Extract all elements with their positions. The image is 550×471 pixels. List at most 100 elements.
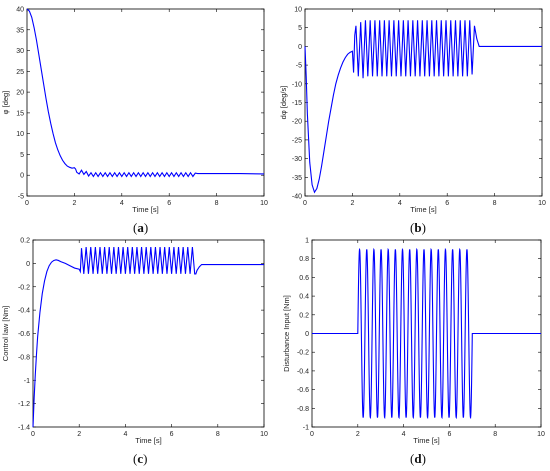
- x-tick-label-b-2: 4: [398, 200, 402, 207]
- x-tick-label-d-3: 6: [447, 431, 451, 438]
- x-tick-label-a-1: 2: [72, 200, 76, 207]
- y-axis-title-a: φ [deg]: [1, 91, 10, 115]
- caption-open-b: (: [410, 220, 414, 235]
- series-line-b: [304, 20, 542, 194]
- y-tick-label-c-0: -1.4: [18, 425, 30, 432]
- x-tick-label-a-3: 6: [167, 200, 171, 207]
- caption-open-c: (: [133, 451, 137, 466]
- x-axis-title-c: Time [s]: [135, 436, 161, 445]
- panel-c: 0 2 4 6 8 10 -1.4 -1.2 -1 -0.8 -0.6 -0.4 -0.2 0 0.2 Ti…: [1, 238, 268, 467]
- caption-close-c: ): [143, 451, 147, 466]
- y-tick-label-c-6: -0.2: [18, 284, 30, 291]
- x-tick-label-c-0: 0: [31, 431, 35, 438]
- y-tick-label-b-9: 5: [298, 25, 302, 32]
- x-tick-label-c-1: 2: [77, 431, 81, 438]
- x-tick-label-d-2: 4: [402, 431, 406, 438]
- caption-letter-c: c: [137, 451, 143, 466]
- x-tick-label-a-5: 10: [260, 200, 268, 207]
- x-tick-label-b-1: 2: [350, 200, 354, 207]
- y-tick-label-d-10: 1: [305, 238, 309, 245]
- y-axis-title-d: Disturbance Input [Nm]: [282, 295, 291, 372]
- x-tick-label-b-3: 6: [445, 200, 449, 207]
- caption-a: (a): [133, 220, 148, 235]
- y-tick-label-c-7: 0: [26, 261, 30, 268]
- y-tick-label-c-1: -1.2: [18, 401, 30, 408]
- panel-b: 0 2 4 6 8 10 -40 -35 -30 -25 -20 -15 -10 -5 0 5 10 Time …: [279, 7, 546, 236]
- x-tick-label-a-0: 0: [25, 200, 29, 207]
- y-tick-label-a-2: 5: [20, 152, 24, 159]
- y-tick-label-c-5: -0.4: [18, 308, 30, 315]
- y-tick-label-b-1: -35: [292, 175, 302, 182]
- caption-d: (d): [410, 451, 426, 466]
- caption-c: (c): [133, 451, 147, 466]
- ticks-c: 0 2 4 6 8 10 -1.4 -1.2 -1 -0.8 -0.6 -0.4 -0.2 0 0.2: [18, 238, 268, 439]
- ticks-d: 0 2 4 6 8 10 -1 -0.8 -0.6 -0.4 -0.2 0 0.2 0.4 0.6 0.8 1: [297, 238, 545, 439]
- y-tick-label-b-8: 0: [298, 44, 302, 51]
- caption-open-d: (: [410, 451, 414, 466]
- y-tick-label-a-6: 25: [16, 69, 24, 76]
- plot-frame-a: [26, 8, 265, 197]
- y-axis-title-c: Control law [Nm]: [1, 306, 10, 361]
- y-tick-label-d-1: -0.8: [297, 406, 309, 413]
- caption-letter-b: b: [414, 220, 421, 235]
- caption-b: (b): [410, 220, 426, 235]
- x-axis-title-a: Time [s]: [132, 205, 158, 214]
- y-tick-label-d-5: 0: [305, 331, 309, 338]
- y-tick-label-d-7: 0.4: [299, 294, 309, 301]
- y-tick-label-b-5: -15: [292, 100, 302, 107]
- x-tick-label-b-0: 0: [303, 200, 307, 207]
- y-axis-title-b: dφ [deg/s]: [279, 86, 288, 120]
- y-tick-label-a-3: 10: [16, 131, 24, 138]
- x-tick-label-c-2: 4: [123, 431, 127, 438]
- y-tick-label-c-3: -0.8: [18, 354, 30, 361]
- caption-open-a: (: [133, 220, 137, 235]
- y-tick-label-a-7: 30: [16, 48, 24, 55]
- y-tick-label-d-9: 0.8: [299, 256, 309, 263]
- y-tick-label-b-10: 10: [294, 7, 302, 14]
- series-line-a: [26, 8, 265, 178]
- y-tick-label-d-8: 0.6: [299, 275, 309, 282]
- ticks-b: 0 2 4 6 8 10 -40 -35 -30 -25 -20 -15 -10 -5 0 5 10: [292, 7, 546, 208]
- x-tick-label-c-3: 6: [170, 431, 174, 438]
- x-tick-label-a-4: 8: [215, 200, 219, 207]
- y-tick-label-d-2: -0.6: [297, 387, 309, 394]
- x-axis-title-d: Time [s]: [413, 436, 439, 445]
- x-tick-label-c-5: 10: [260, 431, 268, 438]
- y-tick-label-b-0: -40: [292, 194, 302, 201]
- y-tick-label-a-0: -5: [18, 194, 24, 201]
- y-tick-label-d-4: -0.2: [297, 350, 309, 357]
- y-tick-label-b-6: -10: [292, 81, 302, 88]
- y-tick-label-a-5: 20: [16, 90, 24, 97]
- caption-close-d: ): [422, 451, 426, 466]
- y-tick-label-a-9: 40: [16, 7, 24, 14]
- y-tick-label-a-1: 0: [20, 173, 24, 180]
- y-tick-label-c-8: 0.2: [20, 238, 30, 245]
- x-axis-title-b: Time [s]: [410, 205, 436, 214]
- y-tick-label-a-4: 15: [16, 110, 24, 117]
- x-tick-label-a-2: 4: [120, 200, 124, 207]
- y-tick-label-b-3: -25: [292, 137, 302, 144]
- caption-close-b: ): [422, 220, 426, 235]
- x-tick-label-b-4: 8: [493, 200, 497, 207]
- y-tick-label-b-7: -5: [296, 63, 302, 70]
- x-tick-label-d-4: 8: [493, 431, 497, 438]
- y-tick-label-c-2: -1: [24, 378, 30, 385]
- x-tick-label-d-0: 0: [310, 431, 314, 438]
- panel-d: 0 2 4 6 8 10-1-0.8-0.6-0.4-0.200.20.40.60.81 …: [282, 238, 545, 467]
- x-tick-label-c-4: 8: [216, 431, 220, 438]
- caption-letter-d: d: [414, 451, 422, 466]
- y-tick-label-d-0: -1: [303, 425, 309, 432]
- y-tick-label-d-3: -0.4: [297, 368, 309, 375]
- y-tick-label-b-4: -20: [292, 119, 302, 126]
- y-tick-label-a-8: 35: [16, 27, 24, 34]
- y-tick-label-b-2: -30: [292, 156, 302, 163]
- caption-close-a: ): [144, 220, 148, 235]
- x-tick-label-d-5: 10: [537, 431, 545, 438]
- y-tick-label-d-6: 0.2: [299, 312, 309, 319]
- x-tick-label-b-5: 10: [538, 200, 546, 207]
- series-line-c: [32, 246, 264, 428]
- y-tick-label-c-4: -0.6: [18, 331, 30, 338]
